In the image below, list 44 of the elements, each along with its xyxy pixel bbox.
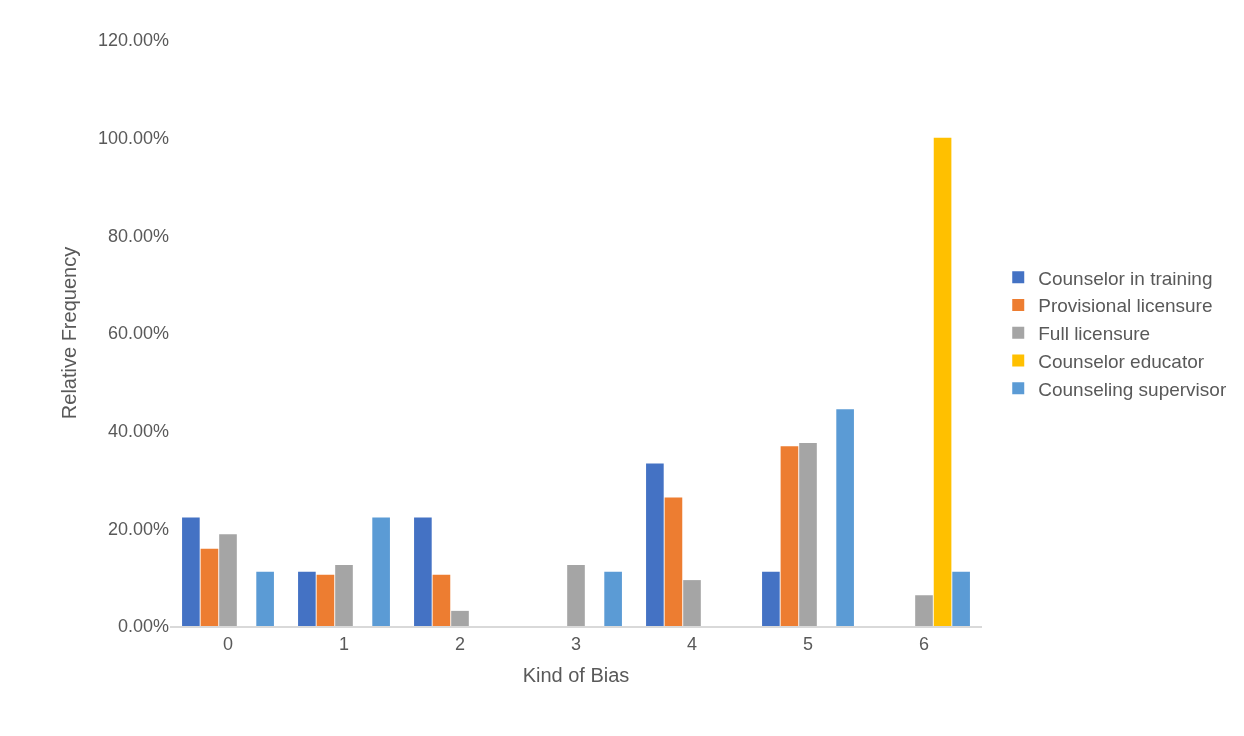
legend-label: Full licensure [1038, 323, 1151, 345]
y-tick-label: 80.00% [107, 225, 169, 246]
y-tick-label: 0.00% [117, 616, 169, 637]
bar [219, 534, 237, 626]
bar [762, 571, 780, 626]
bar [335, 564, 353, 626]
x-axis-title: Kind of Bias [522, 663, 630, 686]
bar [200, 548, 219, 626]
y-axis-title: Relative Frequency [58, 246, 81, 420]
bar [646, 463, 664, 626]
x-tick-label: 2 [454, 633, 466, 654]
y-tick-label: 100.00% [97, 127, 169, 148]
bar [933, 137, 952, 626]
bar [316, 574, 335, 626]
bar [683, 580, 701, 626]
y-tick-label: 60.00% [107, 323, 169, 344]
legend-label: Counseling supervisor [1038, 378, 1227, 400]
bar [799, 442, 817, 626]
x-tick-label: 4 [686, 633, 698, 654]
bar [664, 497, 683, 626]
legend-label: Counselor in training [1038, 267, 1213, 289]
x-tick-label: 1 [338, 633, 350, 654]
bar [256, 571, 274, 626]
bar [372, 517, 390, 626]
bar [182, 517, 200, 626]
y-tick-label: 20.00% [107, 518, 169, 539]
y-tick-label: 40.00% [107, 420, 169, 441]
x-tick-label: 6 [918, 633, 930, 654]
bar [432, 574, 451, 626]
bar [780, 446, 799, 626]
bar [604, 571, 622, 626]
y-tick-label: 120.00% [97, 30, 169, 51]
bar [915, 595, 933, 626]
legend-label: Provisional licensure [1038, 295, 1213, 317]
bar [298, 571, 316, 626]
x-tick-label: 5 [802, 633, 814, 654]
legend-label: Counselor educator [1038, 350, 1205, 372]
bar [451, 610, 469, 626]
bar [414, 517, 432, 626]
bar [836, 409, 854, 626]
bar [952, 571, 970, 626]
bar [567, 564, 585, 626]
x-tick-label: 0 [222, 633, 234, 654]
x-tick-label: 3 [570, 633, 582, 654]
